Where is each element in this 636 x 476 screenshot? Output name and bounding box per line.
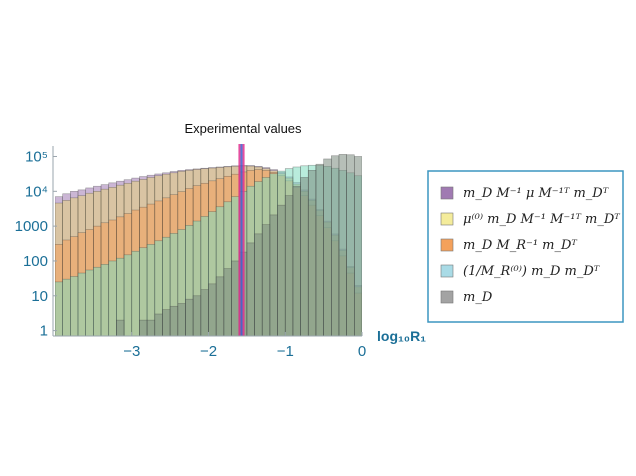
histogram-bar <box>261 224 271 336</box>
histogram-bar <box>77 272 86 336</box>
histogram-bar <box>62 278 71 336</box>
histogram-bar <box>300 177 309 336</box>
histogram-bar <box>139 319 148 336</box>
y-tick-label: 10⁴ <box>25 183 48 200</box>
legend-entry: m_D M⁻¹ μ M⁻¹ᵀ m_Dᵀ <box>440 186 609 201</box>
legend-entry: m_D M_R⁻¹ m_Dᵀ <box>440 238 577 253</box>
x-axis-ticks: −3 −2 −1 0 <box>123 332 366 360</box>
histogram-bar <box>208 283 217 336</box>
histogram-bar <box>185 298 194 336</box>
histogram-bar <box>169 305 179 336</box>
histogram-bar <box>177 303 186 336</box>
histogram-bar <box>215 206 225 336</box>
legend-swatch <box>440 290 454 304</box>
experimental-value-band <box>238 144 245 336</box>
y-tick-label: 1 <box>40 323 48 340</box>
histogram-bar <box>139 247 148 336</box>
histogram-bar <box>292 185 301 336</box>
x-tick-label: 0 <box>358 343 366 360</box>
legend: m_D M⁻¹ μ M⁻¹ᵀ m_Dᵀ μ⁽⁰⁾ m_D M⁻¹ M⁻¹ᵀ m_D… <box>427 170 624 323</box>
legend-swatch <box>440 186 454 200</box>
legend-label: m_D M_R⁻¹ m_Dᵀ <box>463 238 577 253</box>
histogram-bar <box>200 289 209 336</box>
legend-label: (1/M_R⁽⁰⁾) m_D m_Dᵀ <box>463 264 600 279</box>
histogram-bar <box>323 158 332 336</box>
experimental-band-stripe <box>240 144 243 336</box>
histogram-bar <box>116 319 125 336</box>
plot-area <box>55 154 362 336</box>
histogram-bar <box>154 313 163 336</box>
histogram-bar <box>116 257 125 336</box>
legend-swatch <box>440 212 454 226</box>
histogram-bar <box>346 154 355 336</box>
y-axis-ticks: 1 10 100 1000 10⁴ 10⁵ <box>15 148 57 340</box>
histogram-bar <box>146 319 156 336</box>
legend-box <box>427 170 624 323</box>
series-5 <box>116 154 362 336</box>
histogram-bar <box>269 214 278 336</box>
legend-label: m_D <box>463 290 493 305</box>
x-axis-label: log₁₀R₁ <box>377 328 426 344</box>
histogram-bar <box>284 195 294 336</box>
histogram-bar <box>354 156 362 336</box>
histogram-bar <box>146 244 156 336</box>
experimental-band-stripe <box>238 144 241 336</box>
histogram-bar <box>162 309 171 336</box>
y-tick-label: 10 <box>31 288 48 305</box>
histogram-bar <box>223 268 232 336</box>
histogram-bar <box>192 295 202 336</box>
histogram-bar <box>85 269 94 336</box>
legend-entry: (1/M_R⁽⁰⁾) m_D m_Dᵀ <box>440 264 600 279</box>
y-tick-label: 10⁵ <box>25 148 48 165</box>
histogram-bar <box>123 254 133 336</box>
histogram-bar <box>131 250 140 336</box>
experimental-band-stripe <box>242 144 245 336</box>
histogram-bar <box>338 154 347 336</box>
histogram-bar <box>246 242 255 336</box>
y-tick-label: 100 <box>23 253 48 270</box>
histogram-bar <box>277 204 286 336</box>
legend-label: μ⁽⁰⁾ m_D M⁻¹ M⁻¹ᵀ m_Dᵀ <box>463 212 620 227</box>
legend-entry: μ⁽⁰⁾ m_D M⁻¹ M⁻¹ᵀ m_Dᵀ <box>440 212 620 227</box>
histogram-bar <box>108 260 117 336</box>
legend-swatch <box>440 264 454 278</box>
y-tick-label: 1000 <box>15 218 48 235</box>
x-tick-label: −2 <box>200 343 217 360</box>
histogram-bar <box>315 163 324 336</box>
legend-label: m_D M⁻¹ μ M⁻¹ᵀ m_Dᵀ <box>463 186 609 201</box>
histogram-bar <box>93 266 102 336</box>
histogram-bar <box>254 233 263 336</box>
x-tick-label: −3 <box>123 343 140 360</box>
legend-entry: m_D <box>440 290 493 305</box>
x-tick-label: −1 <box>277 343 294 360</box>
histogram-bar <box>100 264 110 336</box>
histogram-bar <box>307 170 317 336</box>
histogram-bar <box>215 276 225 336</box>
legend-swatch <box>440 238 454 252</box>
histogram-bar <box>70 276 79 336</box>
histogram-bar <box>231 260 240 336</box>
histogram-bar <box>55 281 63 336</box>
histogram-bar <box>330 155 340 336</box>
experimental-values-annotation: Experimental values <box>184 121 302 136</box>
